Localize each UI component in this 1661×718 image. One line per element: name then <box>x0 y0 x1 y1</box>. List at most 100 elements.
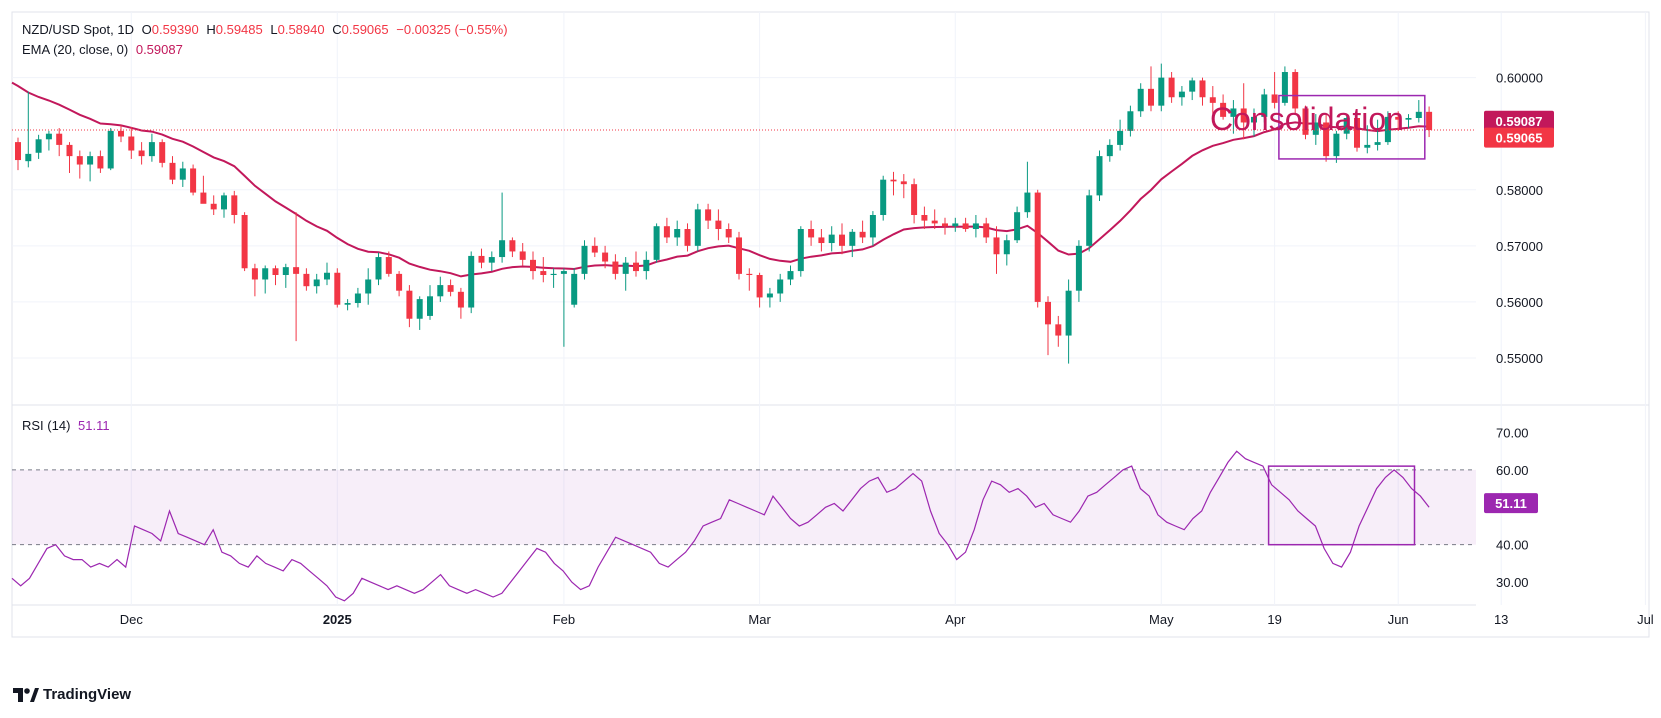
rsi-tick-label: 70.00 <box>1496 425 1529 440</box>
candle-body <box>241 215 248 269</box>
candle-body <box>839 234 845 246</box>
candle-body <box>643 259 650 272</box>
price-tick-label: 0.55000 <box>1496 351 1543 366</box>
candle-body <box>983 223 990 238</box>
candle-body <box>303 273 310 287</box>
rsi-value-badge-bg <box>1484 493 1538 514</box>
rsi-legend: RSI (14) 51.11 <box>22 418 114 433</box>
rsi-line <box>11 450 1430 602</box>
candle-body <box>499 240 506 258</box>
candle-body <box>705 209 712 221</box>
candle-body <box>952 223 959 227</box>
candle-body <box>1106 144 1113 157</box>
candle-body <box>35 139 42 153</box>
candle-body <box>118 130 124 137</box>
candle-body <box>519 251 526 260</box>
candle-body <box>911 184 918 215</box>
candle-body <box>56 133 63 145</box>
candle-body <box>560 271 567 274</box>
candle-body <box>1271 94 1278 103</box>
time-tick-label: Apr <box>945 612 966 627</box>
candle-body <box>231 195 238 215</box>
candle-body <box>159 142 166 163</box>
price-tick-label: 0.60000 <box>1496 71 1543 86</box>
low-value: 0.58940 <box>277 22 325 37</box>
time-tick-label: May <box>1149 612 1174 627</box>
candle-body <box>416 299 423 319</box>
open-value: 0.59390 <box>151 22 199 37</box>
tradingview-logo[interactable]: TradingView <box>13 686 131 703</box>
price-legend: NZD/USD Spot, 1D O0.59390 H0.59485 L0.58… <box>22 22 512 37</box>
time-tick-label: 19 <box>1267 612 1281 627</box>
candle-body <box>1292 72 1299 109</box>
candle-body <box>612 261 619 274</box>
candle-body <box>540 271 547 275</box>
candle-body <box>324 272 330 280</box>
candle-body <box>427 296 433 316</box>
price-tick-label: 0.58000 <box>1496 183 1543 198</box>
candle-body <box>1323 122 1330 157</box>
candle-body <box>1281 72 1288 103</box>
candle-body <box>488 257 495 263</box>
ema-value: 0.59087 <box>135 42 183 57</box>
candle-body <box>365 279 372 294</box>
candle-body <box>1354 117 1360 148</box>
candle-body <box>736 237 742 274</box>
candle-body <box>1117 130 1124 145</box>
candle-body <box>354 293 361 304</box>
candle-body <box>921 215 928 221</box>
time-tick-label: Feb <box>553 612 575 627</box>
candle-body <box>746 273 753 275</box>
rsi-band <box>12 469 1476 546</box>
candle-body <box>756 274 763 298</box>
candle-body <box>787 271 794 280</box>
candle-body <box>1137 88 1144 112</box>
candle-body <box>1199 80 1206 98</box>
ema-line <box>11 81 1430 278</box>
time-tick-label: 13 <box>1494 612 1508 627</box>
rsi-tick-label: 30.00 <box>1496 575 1529 590</box>
candle-body <box>859 231 866 238</box>
candle-body <box>1374 142 1381 145</box>
candle-body <box>633 262 639 272</box>
candle-body <box>1148 88 1154 106</box>
last-price-badge: 0.59065 <box>1484 127 1554 148</box>
candle-body <box>385 257 392 274</box>
candle-body <box>622 262 629 274</box>
candle-body <box>993 237 1000 255</box>
candle-body <box>66 144 73 157</box>
candle-body <box>210 203 217 210</box>
candle-body <box>1384 116 1391 143</box>
candle-body <box>468 255 475 308</box>
time-tick-label: Dec <box>120 612 144 627</box>
candle-body <box>1220 102 1227 117</box>
candle-body <box>313 279 320 287</box>
candle-body <box>1096 156 1103 196</box>
candle-body <box>1395 116 1402 120</box>
overlay-layer: Consolidation <box>12 94 1476 546</box>
candle-body <box>293 267 300 274</box>
candle-body <box>1189 80 1196 92</box>
candle-body <box>128 136 135 151</box>
candle-body <box>530 259 536 272</box>
candle-body <box>1127 111 1134 131</box>
candle-body <box>684 229 691 246</box>
price-tick-label: 0.56000 <box>1496 295 1543 310</box>
axes-layer: 0.60000 0.58000 0.57000 0.56000 0.55000 Dec 20… <box>120 71 1654 627</box>
candle-body <box>87 156 94 165</box>
candle-body <box>272 268 279 275</box>
candle-body <box>447 285 454 292</box>
time-tick-label: Jul <box>1637 612 1654 627</box>
candle-body <box>1333 133 1340 157</box>
candle-body <box>478 255 485 263</box>
chart-frame <box>11 11 1650 638</box>
candle-body <box>942 223 948 227</box>
last-price-badge-text: 0.59065 <box>1496 131 1543 146</box>
ema-price-badge-text: 0.59087 <box>1496 114 1543 129</box>
symbol-label: NZD/USD Spot, 1D <box>22 22 134 37</box>
candle-body <box>1075 245 1082 291</box>
candle-body <box>509 240 516 252</box>
candle-body <box>76 156 83 165</box>
time-tick-label: Jun <box>1388 612 1409 627</box>
candle-body <box>457 291 464 308</box>
